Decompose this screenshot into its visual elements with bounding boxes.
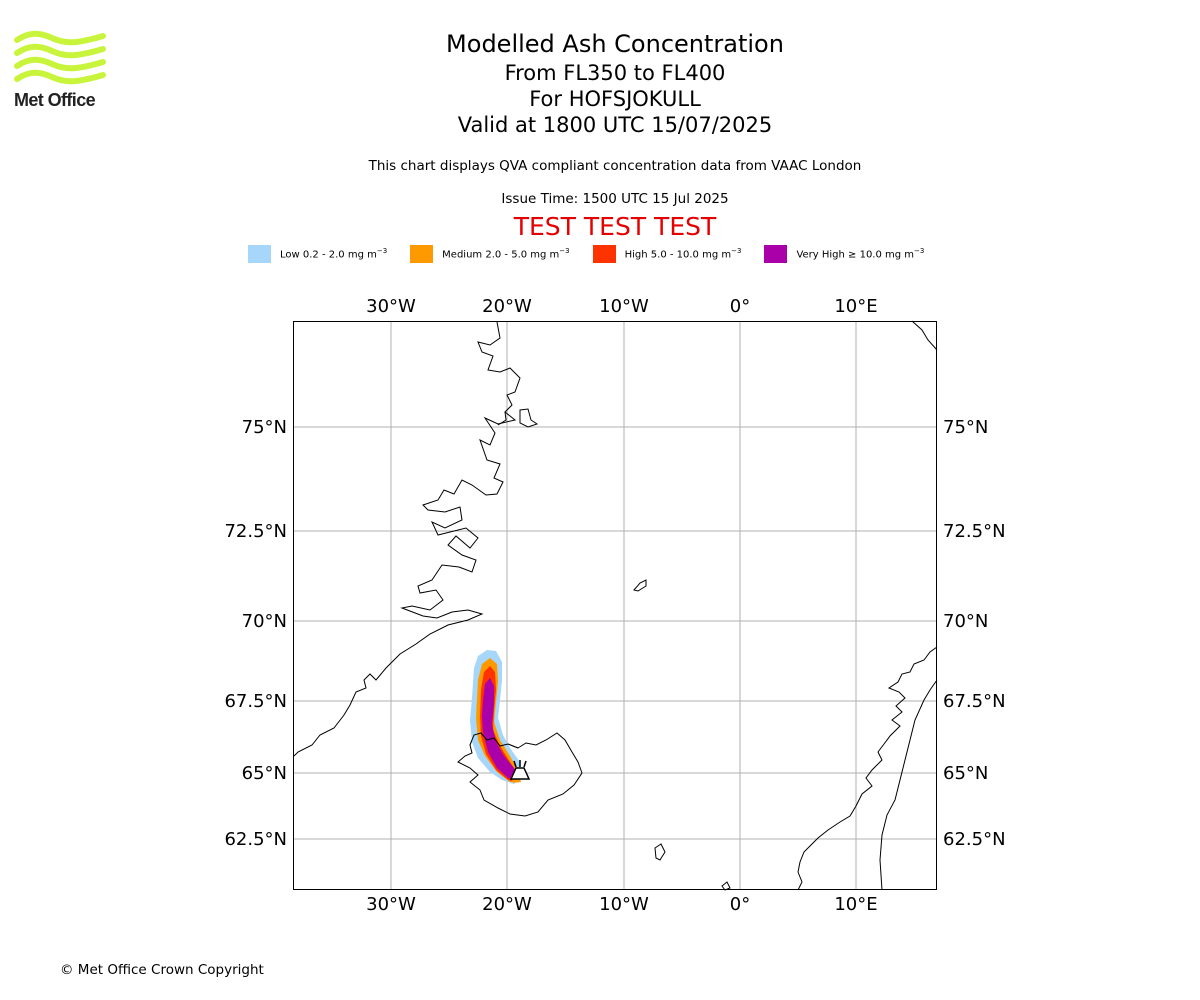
volcano-name: For HOFSJOKULL [529, 87, 701, 111]
legend: Low 0.2 - 2.0 mg m−3 Medium 2.0 - 5.0 mg… [248, 244, 947, 264]
greenland-coast [293, 321, 521, 757]
lat-tick-label: 70°N [943, 611, 988, 632]
legend-label-medium: Medium 2.0 - 5.0 mg m−3 [442, 247, 570, 261]
lat-tick-label: 65°N [242, 763, 287, 784]
faroe-islands [654, 843, 666, 861]
lon-tick-label: 20°W [482, 894, 532, 915]
ash-very-high [482, 678, 516, 780]
lon-ticks-bottom: 30°W 20°W 10°W 0° 10°E [366, 894, 877, 915]
lon-tick-label: 10°E [834, 296, 877, 317]
met-office-logo: Met Office [14, 30, 108, 111]
lon-tick-label: 30°W [366, 894, 416, 915]
lat-tick-label: 72.5°N [943, 521, 1006, 542]
lon-tick-label: 20°W [482, 296, 532, 317]
lon-ticks-top: 30°W 20°W 10°W 0° 10°E [366, 296, 877, 317]
lat-tick-label: 65°N [943, 763, 988, 784]
lat-tick-label: 75°N [242, 417, 287, 438]
lon-tick-label: 10°E [834, 894, 877, 915]
norway-coast [797, 646, 938, 891]
legend-swatch-high [592, 245, 616, 263]
coastlines [293, 320, 938, 891]
svalbard-coast [911, 320, 938, 351]
lat-tick-label: 67.5°N [943, 691, 1006, 712]
lon-tick-label: 10°W [599, 296, 649, 317]
legend-swatch-medium [410, 245, 434, 263]
lat-tick-label: 70°N [242, 611, 287, 632]
lon-tick-label: 0° [730, 296, 750, 317]
lat-ticks-left: 75°N 72.5°N 70°N 67.5°N 65°N 62.5°N [224, 417, 287, 850]
legend-label-very-high: Very High ≥ 10.0 mg m−3 [796, 247, 925, 261]
copyright-notice: © Met Office Crown Copyright [60, 962, 264, 978]
lon-tick-label: 10°W [599, 894, 649, 915]
jan-mayen-like-island [519, 408, 539, 428]
legend-label-low: Low 0.2 - 2.0 mg m−3 [280, 247, 388, 261]
legend-swatch-low [248, 245, 271, 263]
map-gridlines [293, 321, 937, 890]
flight-level-range: From FL350 to FL400 [504, 61, 726, 85]
map-frame [293, 321, 937, 890]
lat-tick-label: 75°N [943, 417, 988, 438]
legend-label-high: High 5.0 - 10.0 mg m−3 [624, 247, 742, 261]
ash-plume [470, 650, 521, 784]
legend-item-low: Low 0.2 - 2.0 mg m−3 [248, 245, 387, 263]
valid-time: Valid at 1800 UTC 15/07/2025 [457, 113, 773, 137]
volcano-icon [509, 760, 531, 780]
lat-ticks-right: 75°N 72.5°N 70°N 67.5°N 65°N 62.5°N [943, 417, 1006, 850]
chart-description: This chart displays QVA compliant concen… [368, 158, 862, 174]
lat-tick-label: 67.5°N [224, 691, 287, 712]
test-banner: TEST TEST TEST [513, 212, 717, 241]
chart-title-block: Modelled Ash Concentration From FL350 to… [315, 28, 915, 138]
jan-mayen-island [633, 579, 647, 592]
legend-item-high: High 5.0 - 10.0 mg m−3 [592, 245, 742, 263]
lon-tick-label: 30°W [366, 296, 416, 317]
lat-tick-label: 72.5°N [224, 521, 287, 542]
lat-tick-label: 62.5°N [224, 829, 287, 850]
logo-waves-icon [14, 30, 106, 85]
issue-time: Issue Time: 1500 UTC 15 Jul 2025 [501, 191, 729, 207]
chart-title: Modelled Ash Concentration [446, 30, 784, 58]
legend-item-very-high: Very High ≥ 10.0 mg m−3 [764, 245, 924, 263]
lon-tick-label: 0° [730, 894, 750, 915]
legend-swatch-very-high [764, 245, 788, 263]
legend-item-medium: Medium 2.0 - 5.0 mg m−3 [410, 245, 570, 263]
lat-tick-label: 62.5°N [943, 829, 1006, 850]
logo-text: Met Office [14, 90, 96, 110]
